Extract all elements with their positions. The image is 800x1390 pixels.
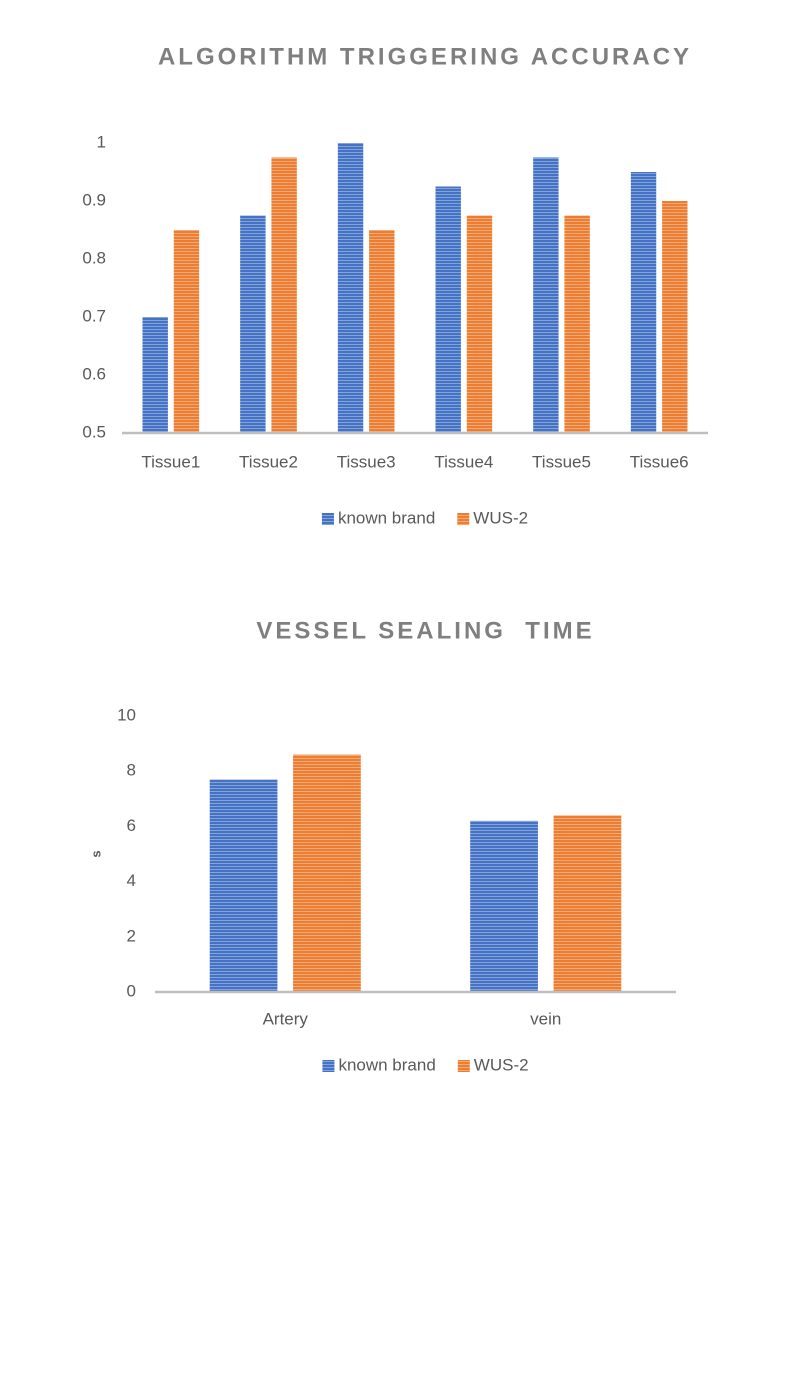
y-tick-label: 0.9: [82, 190, 106, 209]
y-tick-label: 2: [127, 926, 136, 945]
x-tick-label: Tissue4: [434, 452, 493, 471]
x-tick-label: Tissue5: [532, 452, 591, 471]
y-tick-label: 0.7: [82, 306, 106, 325]
y-tick-label: 0.8: [82, 248, 106, 267]
bar: [466, 215, 493, 433]
y-tick-label: 10: [117, 705, 136, 724]
x-tick-label: Artery: [263, 1009, 309, 1028]
bar: [533, 157, 559, 433]
bar: [271, 157, 297, 433]
x-tick-label: vein: [530, 1009, 561, 1028]
legend-swatch: [457, 513, 470, 525]
y-tick-label: 6: [127, 816, 136, 835]
bar: [630, 172, 657, 433]
bar: [209, 779, 278, 992]
y-tick-label: 8: [127, 761, 136, 780]
bar: [564, 215, 590, 433]
bar: [662, 201, 688, 433]
legend-label: WUS-2: [473, 508, 528, 527]
y-tick-label: 0.5: [82, 422, 106, 441]
x-tick-label: Tissue2: [239, 452, 298, 471]
x-tick-label: Tissue6: [630, 452, 689, 471]
y-tick-label: 0: [127, 981, 136, 1000]
legend-label: known brand: [338, 1055, 435, 1074]
bar: [293, 754, 361, 992]
x-tick-label: Tissue3: [337, 452, 396, 471]
bar: [369, 230, 395, 433]
bar: [173, 230, 200, 433]
legend-label: WUS-2: [474, 1055, 529, 1074]
bar: [142, 317, 168, 433]
y-tick-label: 0.6: [82, 364, 106, 383]
x-tick-label: Tissue1: [141, 452, 200, 471]
chart-title: ALGORITHM TRIGGERING ACCURACY: [158, 43, 692, 70]
bar: [470, 820, 538, 992]
chart-title: VESSEL SEALING TIME: [256, 617, 594, 644]
legend-swatch: [457, 1060, 470, 1072]
legend-swatch: [321, 513, 334, 525]
bar: [553, 815, 622, 992]
bar: [240, 215, 266, 433]
legend-label: known brand: [338, 508, 435, 527]
legend: known brand WUS-2: [322, 1055, 529, 1074]
y-axis-label: s: [88, 850, 103, 857]
bar: [337, 143, 364, 433]
legend-swatch: [322, 1060, 335, 1072]
legend: known brand WUS-2: [321, 508, 528, 527]
bar: [435, 186, 461, 433]
y-tick-label: 4: [127, 871, 136, 890]
y-tick-label: 1: [97, 132, 106, 151]
